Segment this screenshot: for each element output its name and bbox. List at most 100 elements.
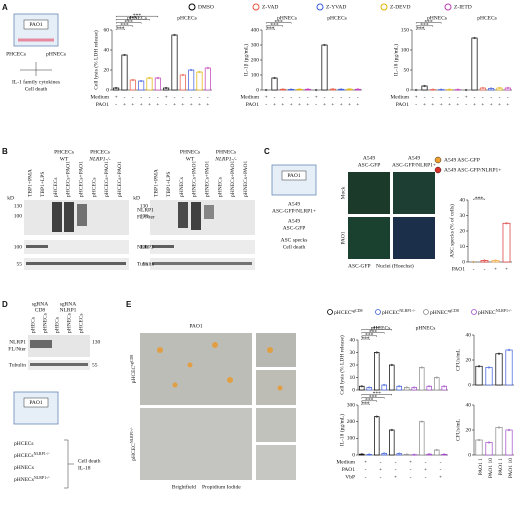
y-axis-label: ASC specks (% of cells) <box>448 204 455 258</box>
bar <box>485 442 493 456</box>
point <box>165 86 168 90</box>
sig-bracket <box>415 25 434 27</box>
sig-label: *** <box>270 23 279 29</box>
y-tick-label: 20 <box>466 357 472 363</box>
bar <box>434 377 440 391</box>
micrograph <box>348 172 390 214</box>
point <box>497 352 501 355</box>
band <box>30 340 52 348</box>
lane-label: pHNECs <box>66 313 72 333</box>
bar <box>421 85 428 91</box>
header: sgRNA <box>60 301 77 307</box>
marker: 100 <box>14 213 23 219</box>
y-tick-label: 300 <box>251 42 260 48</box>
point <box>265 88 268 92</box>
row-label: Medium <box>90 94 109 100</box>
point <box>413 453 416 456</box>
bar <box>288 89 295 91</box>
footer: Propidium Iodide <box>202 484 241 490</box>
y-tick-label: 400 <box>251 27 260 33</box>
group-header: pHCECs <box>477 15 497 21</box>
sig-bracket <box>265 22 292 24</box>
sign: - <box>315 102 317 108</box>
lane-label: TBP1+LPS <box>40 172 46 197</box>
bar <box>271 77 278 91</box>
point <box>273 76 276 80</box>
blot <box>150 240 255 254</box>
sign: + <box>440 102 443 108</box>
lane-label: pHCECs <box>78 313 84 333</box>
sig-label: *** <box>373 391 382 397</box>
sign: - <box>482 94 484 100</box>
sig-bracket <box>361 332 385 334</box>
micrograph <box>256 445 296 480</box>
marker: 130 <box>92 339 101 345</box>
sign: - <box>324 94 326 100</box>
row-label: VbP <box>345 474 355 480</box>
legend-label: DMSO <box>198 4 214 10</box>
bar <box>154 77 161 91</box>
point <box>497 426 501 429</box>
x-tick-label: PAO1 10 <box>488 458 494 478</box>
group-name: PHCECs <box>90 149 110 155</box>
sign: + <box>148 102 151 108</box>
bar <box>471 37 478 91</box>
bar <box>359 385 365 391</box>
y-tick-label: 100 <box>251 72 260 78</box>
sign: - <box>425 459 427 465</box>
sign: - <box>415 102 417 108</box>
y-axis-label: CFUs/mL <box>455 348 461 371</box>
point <box>315 88 318 92</box>
point <box>360 385 363 388</box>
bar <box>179 74 186 91</box>
bar <box>404 387 410 391</box>
legend-label: Z-VAD <box>262 4 278 10</box>
legend-swatch <box>188 3 196 11</box>
panel-label: B <box>2 147 8 156</box>
cell-label: pHNECs <box>46 51 66 57</box>
sign: + <box>306 102 309 108</box>
sig-bracket <box>361 329 392 331</box>
bar <box>419 367 425 391</box>
box-label: PAO1 <box>29 400 42 406</box>
legend-swatch <box>471 309 477 315</box>
point <box>375 415 378 418</box>
sig-bracket <box>361 335 377 337</box>
bar <box>419 421 425 456</box>
bar <box>396 453 403 456</box>
lane-label: pHCECs <box>53 177 59 197</box>
point <box>431 88 434 91</box>
band-label: NLRP3 <box>137 244 154 250</box>
point <box>140 79 143 83</box>
box <box>23 19 49 30</box>
sign: + <box>465 94 468 100</box>
point <box>507 428 511 432</box>
sign: - <box>380 459 382 465</box>
bar <box>204 67 211 91</box>
y-tick-label: 100 <box>347 436 356 442</box>
sig-label: *** <box>361 401 370 407</box>
legend-swatch <box>434 166 442 174</box>
point <box>443 453 446 456</box>
sign: - <box>457 94 459 100</box>
well <box>13 391 59 425</box>
sig-label: *** <box>116 26 125 32</box>
pi-cells <box>157 342 283 391</box>
sign: + <box>173 102 176 108</box>
bar <box>505 429 513 456</box>
sign: - <box>140 94 142 100</box>
point <box>456 88 459 91</box>
sign: + <box>265 94 268 100</box>
y-tick-label: 10 <box>460 244 466 250</box>
sign: - <box>507 94 509 100</box>
sign: + <box>505 266 508 272</box>
lane-label: pHCECs+PAO1 <box>78 161 84 197</box>
group-sub: WT <box>60 156 69 162</box>
y-tick-label: 30 <box>460 213 466 219</box>
sup: NLRP1-/- <box>34 451 51 456</box>
sign: + <box>115 94 118 100</box>
point <box>281 88 284 91</box>
group-name: PHCECs <box>54 149 74 155</box>
cell-label: pHCECsNLRP1-/- <box>14 451 50 459</box>
sig-label: *** <box>365 333 374 339</box>
